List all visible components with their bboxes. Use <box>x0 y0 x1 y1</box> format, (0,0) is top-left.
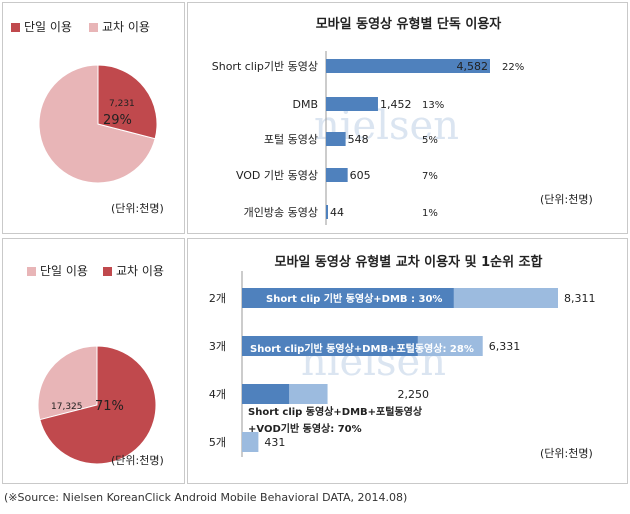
top-value-label: 1,452 <box>380 98 412 111</box>
top-category-label: 개인방송 동영상 <box>244 206 318 219</box>
legend-swatch-cross-2 <box>103 267 112 276</box>
bottom-bar-combo <box>242 384 290 404</box>
bottom-bar-chart: 2개 8,311 3개 6,331 4개 2,250 5개 431 <box>209 271 596 457</box>
bottom-annotation-3b: +VOD기반 동영상: 70% <box>248 424 362 435</box>
source-note: (※Source: Nielsen KoreanClick Android Mo… <box>4 491 408 504</box>
top-percent-label: 13% <box>422 100 444 111</box>
top-category-label: Short clip기반 동영상 <box>212 60 318 73</box>
bottom-value-label: 2,250 <box>398 388 430 401</box>
legend-label-single-2: 단일 이용 <box>40 264 88 278</box>
top-pie-unit: (단위:천명) <box>111 202 164 215</box>
legend-swatch-cross <box>89 23 98 32</box>
bottom-chart-unit: (단위:천명) <box>540 447 593 460</box>
top-pie-value-label: 7,231 <box>109 99 135 109</box>
bottom-pie-chart <box>37 345 157 465</box>
top-bar <box>326 168 348 182</box>
bottom-category-label: 5개 <box>209 436 226 449</box>
top-right-panel: 모바일 동영상 유형별 단독 이용자 nielsen Short clip기반 … <box>187 2 628 234</box>
top-left-panel: 단일 이용 교차 이용 7,231 29% (단위:천명) <box>2 2 185 234</box>
bottom-chart-title: 모바일 동영상 유형별 교차 이용자 및 1순위 조합 <box>274 255 543 270</box>
bottom-value-label: 6,331 <box>489 340 521 353</box>
bottom-pie-slice-cross <box>39 345 157 465</box>
bottom-pie-slice-single <box>37 345 98 421</box>
top-value-label: 44 <box>330 206 344 219</box>
bottom-left-panel: 단일 이용 교차 이용 17,325 71% (단위:천명) <box>2 238 185 484</box>
bottom-category-label: 3개 <box>209 340 226 353</box>
top-percent-label: 1% <box>422 208 438 219</box>
top-value-label: 548 <box>348 133 369 146</box>
top-bar-chart: Short clip기반 동영상 4,582 22% DMB 1,452 13% 포털 동영… <box>212 51 524 225</box>
top-category-label: 포털 동영상 <box>264 133 318 146</box>
top-bar <box>326 205 328 219</box>
bottom-annotation-3a: Short clip 동영상+DMB+포털동영상 <box>248 407 423 418</box>
top-percent-label: 5% <box>422 135 438 146</box>
bottom-bar-combo <box>242 336 418 356</box>
bottom-value-label: 8,311 <box>564 292 596 305</box>
legend-label-cross: 교차 이용 <box>102 20 150 34</box>
bottom-annotation-1: Short clip 기반 동영상+DMB : 30% <box>266 294 443 305</box>
top-value-label: 4,582 <box>457 60 489 73</box>
top-bar <box>326 132 346 146</box>
top-pie-chart <box>38 64 158 184</box>
bottom-value-label: 431 <box>264 436 285 449</box>
top-percent-label: 22% <box>502 62 524 73</box>
top-pie-percent-label: 29% <box>103 113 132 128</box>
top-pie-slice-cross <box>97 64 158 140</box>
bottom-pie-value-label: 17,325 <box>51 402 83 412</box>
top-percent-label: 7% <box>422 171 438 182</box>
legend-swatch-single <box>11 23 20 32</box>
bottom-annotation-2: Short clip기반 동영상+DMB+포털동영상: 28% <box>250 344 474 355</box>
bottom-right-panel: 모바일 동영상 유형별 교차 이용자 및 1순위 조합 nielsen 2개 8,… <box>187 238 628 484</box>
top-pie-slice-single <box>38 64 156 184</box>
bottom-bar <box>242 432 259 452</box>
legend-label-cross-2: 교차 이용 <box>116 264 164 278</box>
legend-swatch-single-2 <box>27 267 36 276</box>
top-bar <box>326 97 378 111</box>
bottom-category-label: 4개 <box>209 388 226 401</box>
top-bar <box>326 59 490 73</box>
top-chart-unit: (단위:천명) <box>540 193 593 206</box>
bottom-bar-combo <box>242 288 454 308</box>
top-chart-title: 모바일 동영상 유형별 단독 이용자 <box>315 17 502 32</box>
legend-label-single: 단일 이용 <box>24 20 72 34</box>
top-category-label: VOD 기반 동영상 <box>236 169 318 182</box>
bottom-pie-unit: (단위:천명) <box>111 454 164 467</box>
bottom-pie-percent-label: 71% <box>95 399 124 414</box>
top-value-label: 605 <box>350 169 371 182</box>
bottom-category-label: 2개 <box>209 292 226 305</box>
top-category-label: DMB <box>292 98 318 111</box>
